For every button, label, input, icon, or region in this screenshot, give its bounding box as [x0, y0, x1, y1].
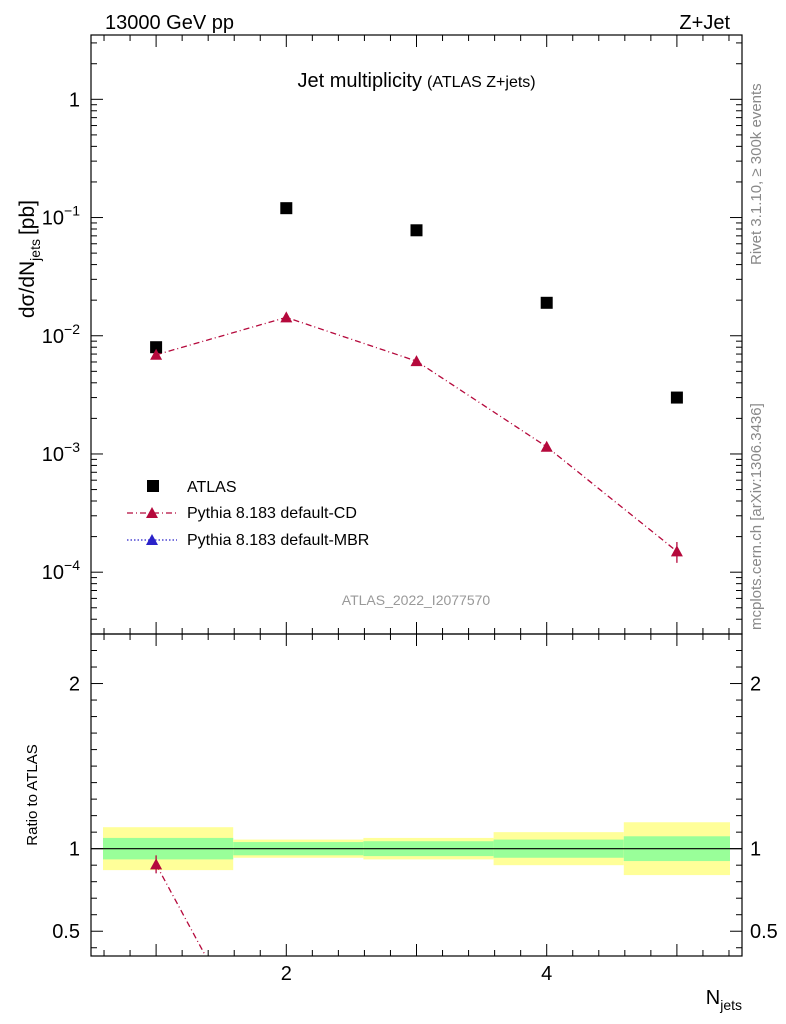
- atlas-point: [280, 202, 293, 215]
- ratio-y-tick-label-right: 1: [750, 839, 761, 861]
- analysis-watermark: ATLAS_2022_I2077570: [342, 592, 491, 608]
- y-title-main: dσ/dN: [16, 261, 39, 318]
- energy-label: 13000 GeV pp: [105, 12, 234, 34]
- atlas-point: [150, 341, 163, 354]
- y-title-sub: jets: [27, 239, 43, 262]
- ratio-cd-line: [155, 864, 207, 957]
- y-tick-base: 10: [42, 562, 64, 584]
- chart-subtitle: (ATLAS Z+jets): [427, 74, 536, 91]
- y-tick-exp: −3: [64, 439, 80, 455]
- ratio-y-axis-title: Ratio to ATLAS: [24, 744, 41, 845]
- legend-label-mbr: Pythia 8.183 default-MBR: [187, 532, 369, 549]
- pythia-cd-point: [280, 311, 293, 323]
- y-tick-base: 10: [42, 444, 64, 466]
- rivet-label: Rivet 3.1.10, ≥ 300k events: [748, 83, 765, 265]
- ratio-series: [150, 855, 207, 957]
- ratio-panel: 0.5 0.5 1 1 2 2 2 4 Ratio to ATLAS: [24, 633, 778, 985]
- ratio-y-tick-label-right: 2: [750, 674, 761, 696]
- ratio-y-tick-label-left: 2: [69, 674, 80, 696]
- x-axis-title: Njets: [706, 987, 742, 1013]
- pythia-cd-point: [410, 355, 423, 367]
- atlas-point: [540, 296, 553, 309]
- pythia-cd-point: [150, 348, 163, 360]
- atlas-point: [670, 391, 683, 404]
- pythia-cd-line: [155, 316, 678, 552]
- ratio-ticks: 0.5 0.5 1 1 2 2 2 4: [52, 634, 778, 985]
- pythia-cd-point: [540, 440, 553, 452]
- ratio-y-tick-label-right: 0.5: [750, 921, 778, 943]
- y-tick-exp: −1: [64, 203, 80, 219]
- atlas-point: [410, 224, 423, 237]
- y-tick-base: 10: [42, 208, 64, 230]
- ratio-cd-point: [150, 858, 163, 870]
- y-tick-label: 10−2: [42, 321, 80, 348]
- legend-label-cd: Pythia 8.183 default-CD: [187, 505, 357, 522]
- chart-title: Jet multiplicity: [298, 70, 422, 92]
- main-ticks: 110−110−210−310−4: [42, 35, 742, 635]
- y-tick-label: 10−4: [42, 557, 80, 584]
- pythia-cd-point: [670, 545, 683, 557]
- ratio-y-tick-label-left: 1: [69, 839, 80, 861]
- ratio-frame: [90, 633, 743, 957]
- legend-label-atlas: ATLAS: [187, 479, 237, 496]
- data-points-layer: [150, 202, 683, 563]
- main-panel: 110−110−210−310−4 Jet multiplicity (ATLA…: [16, 34, 743, 635]
- y-tick-base: 10: [42, 326, 64, 348]
- x-tick-label: 2: [281, 963, 292, 985]
- y-tick-label: 1: [69, 89, 80, 111]
- svg-text:dσ/dNjets[pb]: dσ/dNjets [pb]: [16, 200, 43, 318]
- x-tick-label: 4: [541, 963, 552, 985]
- y-tick-label: 10−1: [42, 203, 80, 230]
- y-tick-label: 10−3: [42, 439, 80, 466]
- y-tick-exp: −2: [64, 321, 80, 337]
- legend-marker-atlas: [147, 480, 159, 492]
- legend-marker-mbr: [146, 534, 158, 545]
- x-title-main: N: [706, 987, 720, 1009]
- y-tick-exp: −4: [64, 557, 80, 573]
- process-label: Z+Jet: [679, 12, 730, 34]
- ratio-y-tick-label-left: 0.5: [52, 921, 80, 943]
- y-title-unit: [pb]: [16, 200, 39, 235]
- legend: ATLAS Pythia 8.183 default-CD Pythia 8.1…: [127, 479, 369, 549]
- x-title-sub: jets: [719, 997, 742, 1013]
- mcplots-label: mcplots.cern.ch [arXiv:1306.3436]: [748, 403, 765, 630]
- legend-marker-cd: [146, 507, 158, 518]
- main-y-axis-title: dσ/dNjets [pb]: [16, 200, 43, 318]
- mc-line-layer: [155, 316, 678, 552]
